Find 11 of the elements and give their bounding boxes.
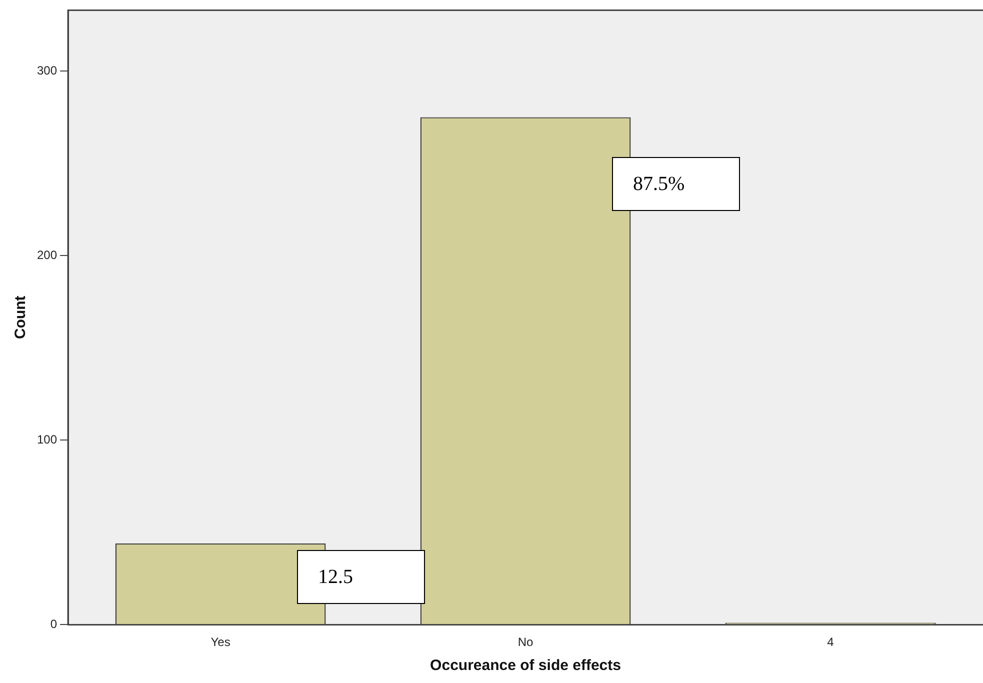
y-tick-label: 0 [50, 616, 58, 631]
y-tick-label: 200 [36, 248, 58, 262]
text-box: 12.5 [297, 550, 425, 604]
x-tick-label: Yes [210, 635, 230, 650]
x-tick-label: No [518, 635, 534, 650]
y-tick-label: 300 [36, 63, 58, 78]
y-tick-label: 100 [36, 432, 58, 446]
x-tick-label: 4 [827, 635, 834, 650]
y-axis-title: Count [12, 296, 30, 340]
x-axis-title: Occureance of side effects [430, 657, 621, 674]
text-box: 87.5% [612, 157, 740, 211]
